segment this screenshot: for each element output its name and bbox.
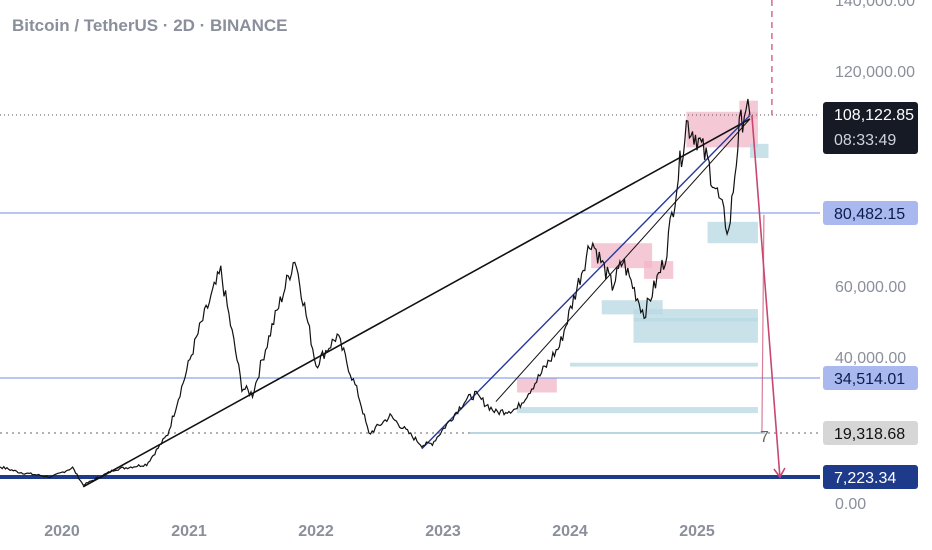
zone-5 [517,407,758,414]
trend-lines [82,114,751,488]
price-labels: 108,122.85 08:33:49 80,482.15 34,514.01 19,3… [823,102,918,489]
chart-title: Bitcoin / TetherUS · 2D · BINANCE [12,16,288,35]
y-tick-label-1: 40,000.00 [835,350,906,367]
projection-arrows [751,0,786,479]
price-label-text-1: 80,482.15 [834,206,905,223]
price-label-text-4: 7,223.34 [834,470,896,487]
price-label-box-2 [823,366,918,390]
trendline-blue [421,114,751,450]
price-series-line [0,98,751,486]
price-label-box-3 [823,421,918,445]
projection-arrow-main [751,115,781,478]
price-label-box-0 [823,102,918,154]
x-tick-label-4: 2024 [552,523,588,540]
y-tick-label-4: 140,000.00 [835,0,915,10]
zone-0 [517,378,557,393]
price-label-text-3: 19,318.68 [834,426,905,443]
zone-2 [644,261,674,279]
y-tick-label-0: 0.00 [835,496,866,513]
y-axis: 0.00 40,000.00 60,000.00 120,000.00 140,000.… [835,0,915,513]
zone-4 [739,100,758,119]
x-tick-label-5: 2025 [679,523,715,540]
zone-10 [707,221,758,244]
x-axis: 2020 2021 2022 2023 2024 2025 [44,523,715,540]
x-tick-label-2: 2022 [298,523,334,540]
trendline-long [82,118,751,488]
y-tick-label-2: 60,000.00 [835,279,906,296]
zone-11 [749,143,769,158]
price-label-text-0: 108,122.85 [834,107,914,124]
order-block-zones [517,100,769,414]
price-label-box-1 [823,201,918,225]
annotation-seven: 7 [760,429,769,446]
zone-9 [570,362,758,367]
price-label-sub-0: 08:33:49 [834,132,896,149]
x-tick-label-1: 2021 [171,523,207,540]
y-tick-label-3: 120,000.00 [835,64,915,81]
zone-8 [633,309,758,322]
trendline-inner [495,118,751,402]
projection-arrow-secondary [761,214,765,434]
price-label-text-2: 34,514.01 [834,371,905,388]
zone-7 [633,317,758,343]
projection-arrowhead [773,467,786,479]
zone-1 [591,243,653,269]
x-tick-label-0: 2020 [44,523,80,540]
x-tick-label-3: 2023 [425,523,461,540]
price-label-box-4 [823,465,918,489]
